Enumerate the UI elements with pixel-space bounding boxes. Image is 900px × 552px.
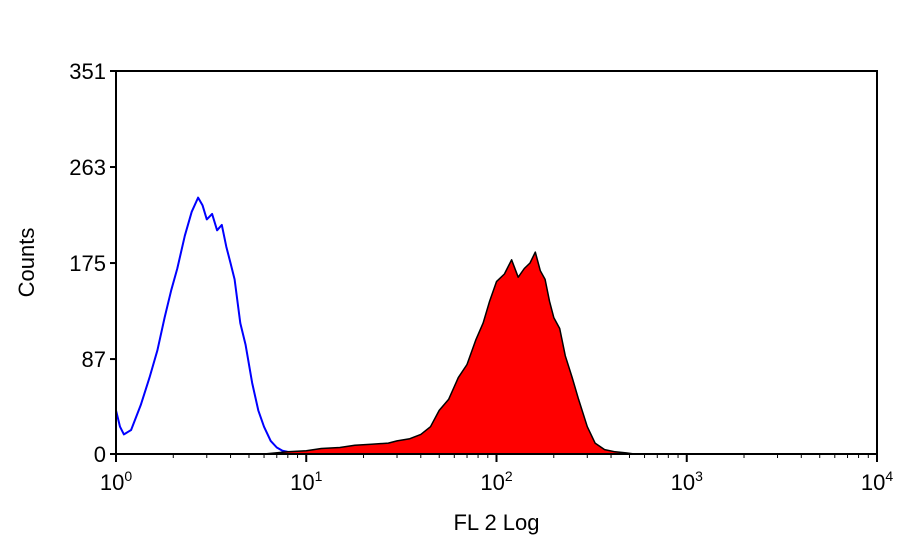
series-1-area bbox=[263, 251, 636, 455]
ticks-layer: 0 87 175 263 351 100 101 102 103 104 bbox=[69, 59, 893, 495]
x-tick-label: 104 bbox=[861, 468, 893, 495]
y-tick-label: 87 bbox=[82, 347, 106, 372]
x-tick-label: 101 bbox=[290, 468, 322, 495]
y-tick-label: 263 bbox=[69, 155, 106, 180]
y-tick-label: 0 bbox=[94, 442, 106, 467]
series-layer bbox=[115, 196, 636, 455]
x-tick-label: 102 bbox=[480, 468, 512, 495]
y-axis-label: Counts bbox=[14, 228, 39, 298]
y-tick-label: 351 bbox=[69, 59, 106, 84]
x-axis-label: FL 2 Log bbox=[453, 510, 539, 535]
x-tick-label: 103 bbox=[671, 468, 703, 495]
y-tick-label: 175 bbox=[69, 251, 106, 276]
series-0-line bbox=[115, 196, 307, 455]
x-tick-label: 100 bbox=[100, 468, 132, 495]
